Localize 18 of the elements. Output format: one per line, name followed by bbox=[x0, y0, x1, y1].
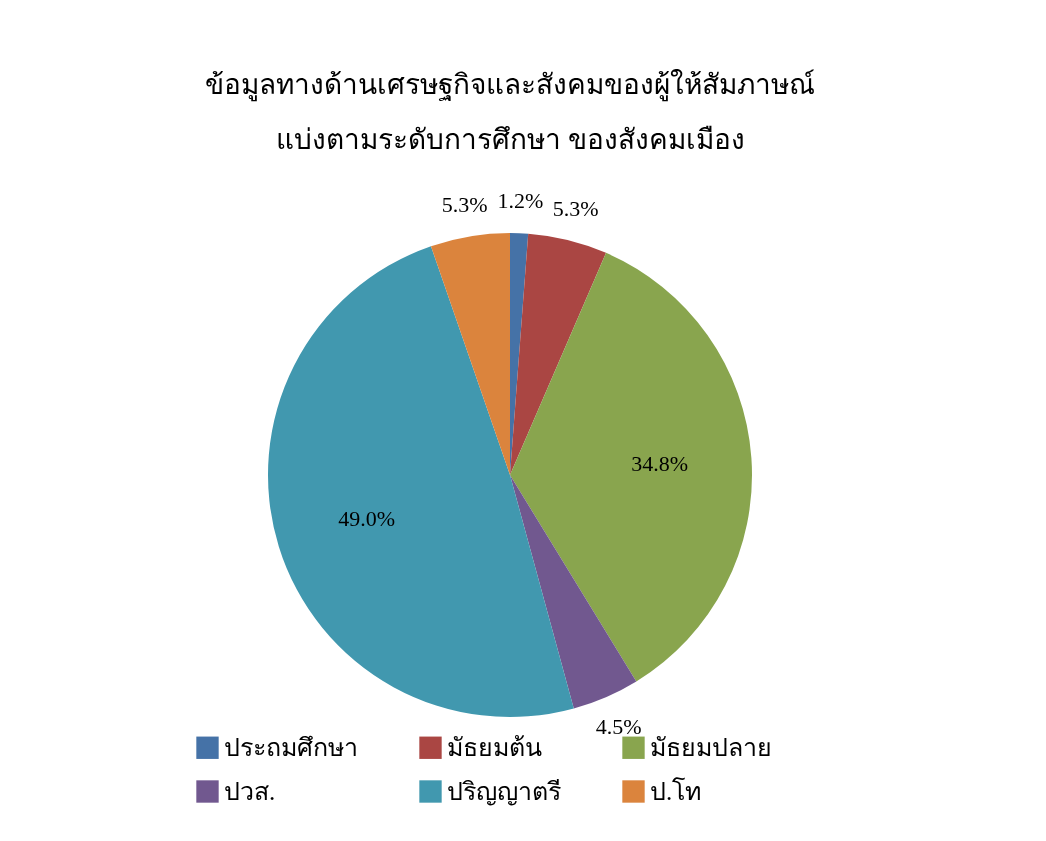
pie-slice bbox=[430, 233, 510, 475]
data-label: 34.8% bbox=[631, 451, 689, 477]
pie-slice bbox=[510, 233, 607, 475]
data-label: 4.5% bbox=[595, 713, 642, 739]
legend-label: ป.โท bbox=[650, 776, 702, 805]
chart-title: ข้อมูลทางด้านเศรษฐกิจและสังคมของผู้ให้สัมภาษณ์ แบ่งตามระดับการศึกษา ของสังคมเมือง bbox=[205, 68, 815, 156]
data-label: 1.2% bbox=[497, 188, 544, 214]
legend-label: มัธยมต้น bbox=[447, 733, 542, 761]
pie-slice bbox=[268, 246, 574, 717]
data-label: 5.3% bbox=[441, 191, 488, 217]
legend-label: มัธยมปลาย bbox=[650, 733, 772, 761]
legend-label: ประถมศึกษา bbox=[224, 733, 358, 761]
legend-label: ปวส. bbox=[224, 777, 276, 805]
legend-label: ปริญญาตรี bbox=[447, 777, 561, 806]
pie-slice bbox=[510, 475, 637, 709]
data-label: 49.0% bbox=[338, 506, 396, 532]
data-label: 5.3% bbox=[552, 195, 599, 221]
pie-slice bbox=[510, 252, 752, 682]
